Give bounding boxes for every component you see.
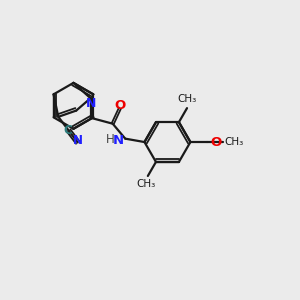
Text: O: O [114,99,126,112]
Text: CH₃: CH₃ [137,179,156,190]
Text: H: H [106,133,115,146]
Text: N: N [73,134,83,147]
Text: C: C [64,124,73,137]
Text: O: O [210,136,221,148]
Text: N: N [86,97,97,110]
Text: N: N [113,134,124,147]
Text: CH₃: CH₃ [224,137,244,147]
Text: CH₃: CH₃ [177,94,196,104]
